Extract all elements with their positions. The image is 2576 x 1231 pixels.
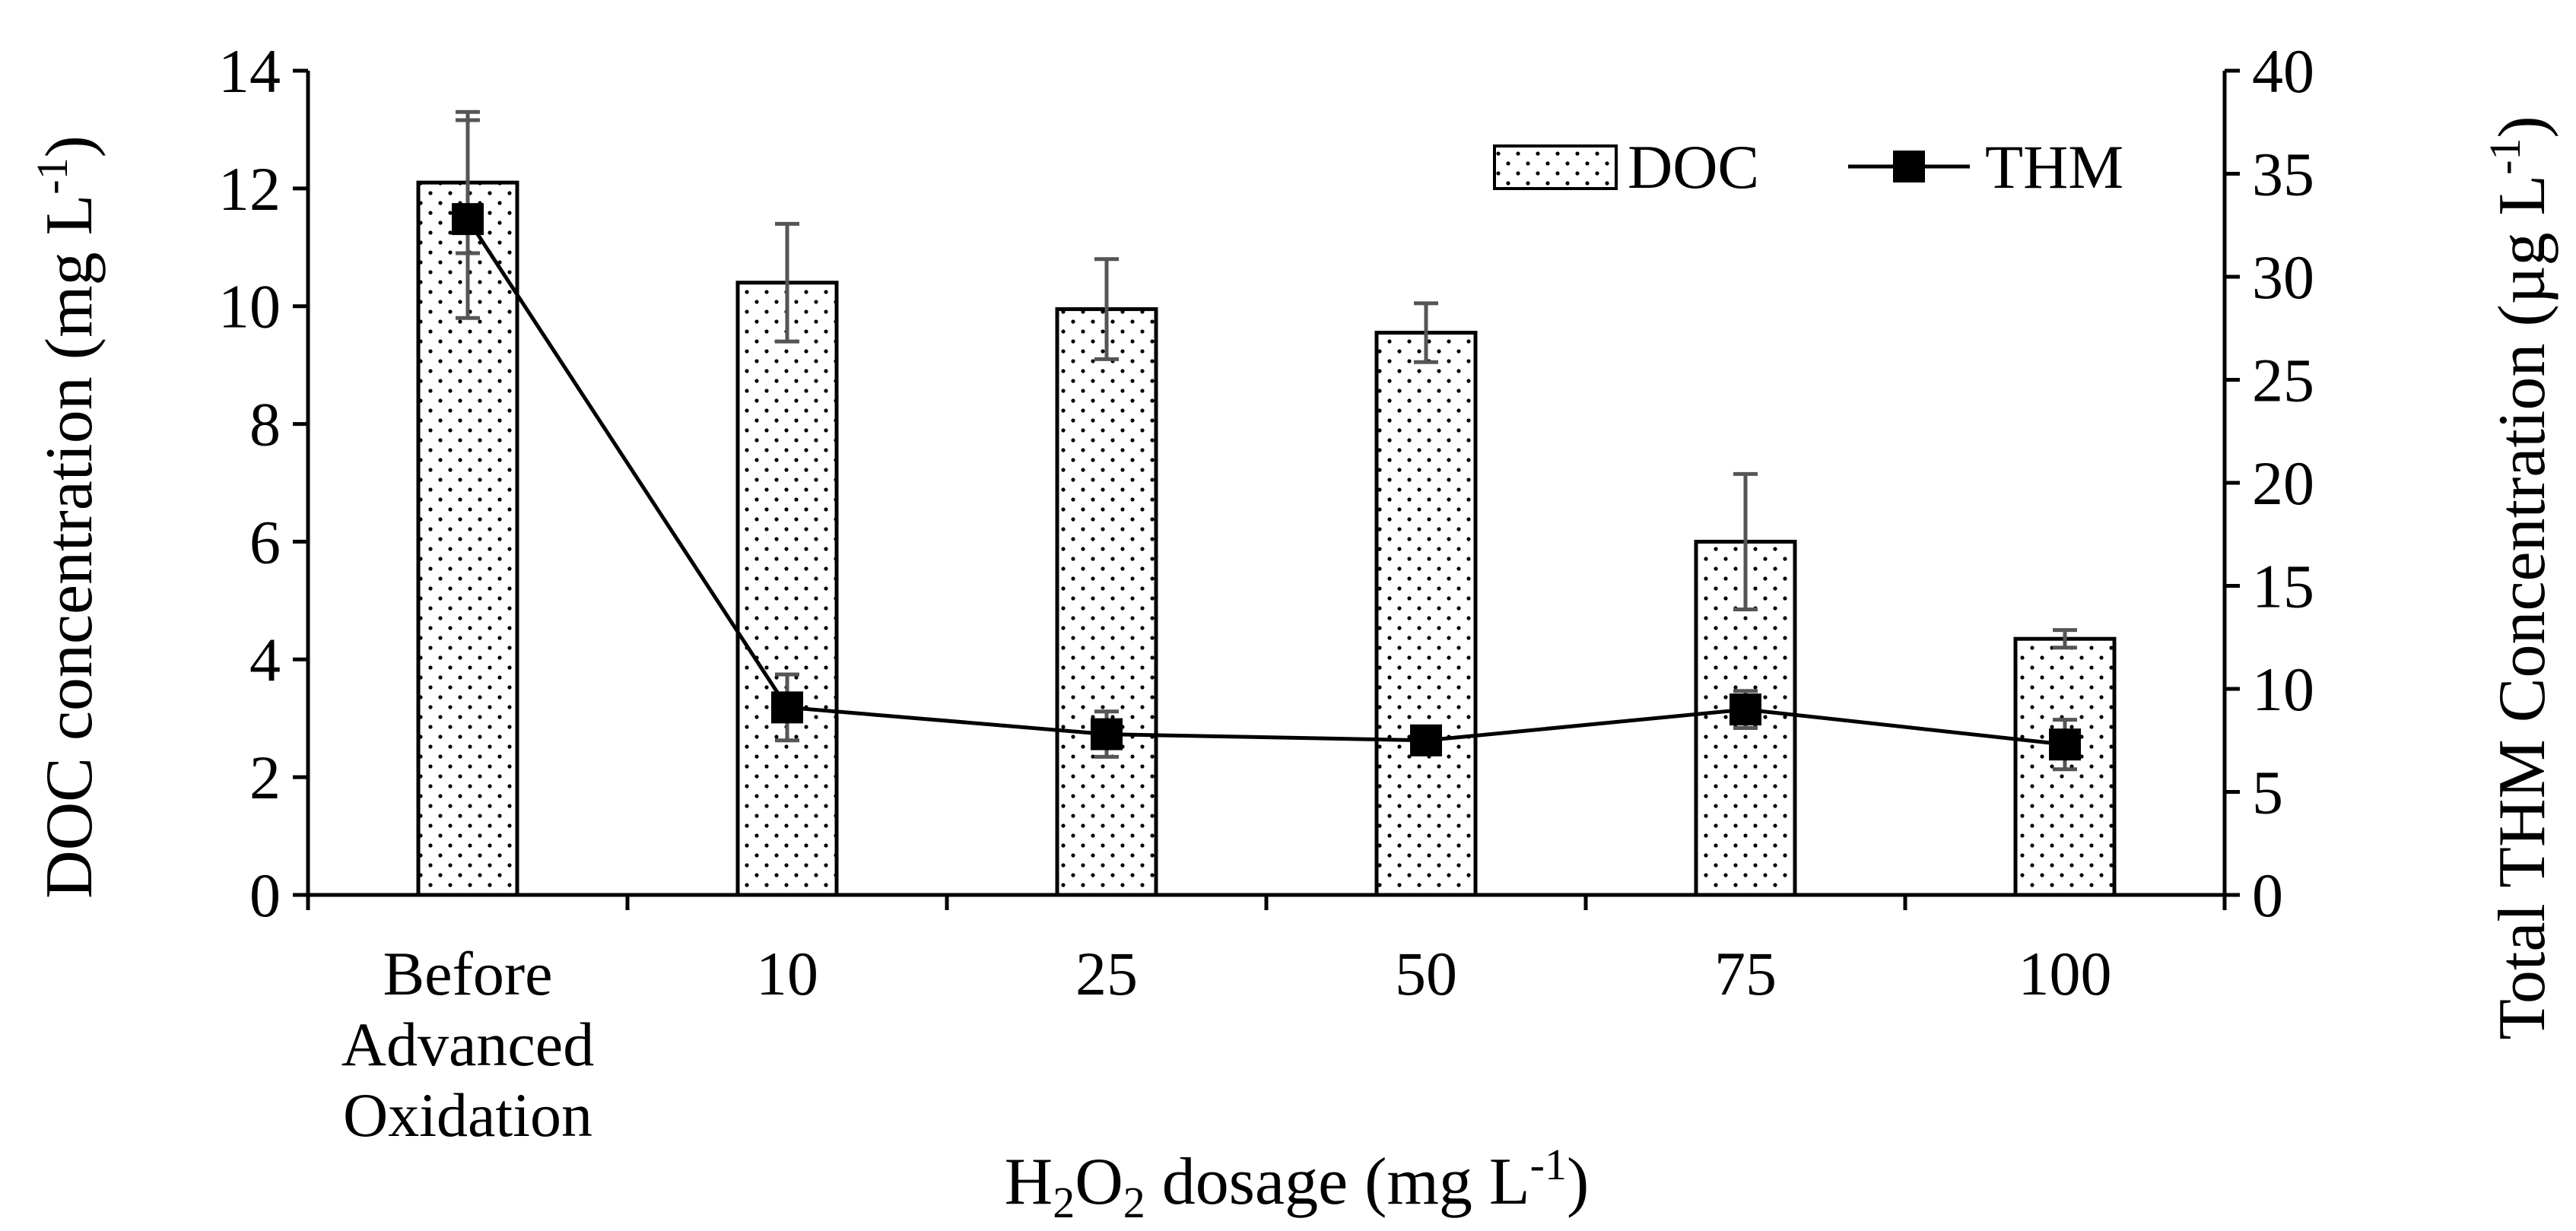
x-title-o: O [1075,1145,1123,1219]
y-right-tick-label: 5 [2252,758,2283,827]
x-tick-label-line: 100 [2019,939,2112,1008]
y-left-tick-label: 14 [218,36,281,106]
legend: DOC THM [1493,132,2123,201]
x-title-sub1: 2 [1053,1178,1075,1227]
point-thm [2049,728,2081,761]
y-left-title-text: DOC concentration (mg L [33,195,106,899]
y-right-tick-label: 25 [2252,346,2314,415]
x-tick-label-line: 10 [756,939,818,1008]
point-thm [1091,718,1123,750]
y-left-tick-label: 8 [249,390,281,459]
y-right-axis-title: Total THM Concentration (µg L-1) [2480,116,2559,1039]
x-tick-label-line: Before [383,939,552,1008]
legend-label-doc: DOC [1628,132,1759,201]
legend-swatch-doc [1493,144,1618,190]
x-tick-label: Before Advanced Oxidation [341,939,594,1150]
x-tick-label: 100 [2019,939,2112,1008]
y-left-tick-label: 10 [218,272,281,341]
y-right-tick-label: 0 [2252,861,2283,930]
y-right-tick-label: 15 [2252,552,2314,621]
x-tick-label-line: 25 [1075,939,1138,1008]
bar-doc [735,281,839,897]
x-tick-label-line: Oxidation [343,1080,592,1150]
y-right-tick-label: 40 [2252,36,2314,106]
x-tick-label: 50 [1395,939,1457,1008]
y-right-tick-label: 20 [2252,449,2314,518]
point-thm [1410,724,1442,757]
y-left-tick-label: 2 [249,743,281,812]
x-tick-label: 25 [1075,939,1138,1008]
y-right-title-text: Total THM Concentration (µg L [2485,175,2559,1040]
y-right-title-close: ) [2485,116,2559,138]
y-left-title-close: ) [33,135,106,157]
y-right-tick-label: 35 [2252,140,2314,209]
point-thm [452,203,484,236]
point-thm [1730,693,1761,726]
bar-doc [1055,307,1158,897]
x-axis-title: H2O2 dosage (mg L-1) [1005,1140,1590,1227]
y-right-tick-label: 30 [2252,243,2314,312]
x-title-sub2: 2 [1123,1178,1145,1227]
y-left-tick-label: 12 [218,154,281,224]
y-right-title-sup: -1 [2480,138,2530,175]
legend-label-thm: THM [1985,132,2123,201]
y-left-title-sup: -1 [27,157,77,194]
x-tick-label: 10 [756,939,818,1008]
y-left-tick-label: 6 [249,507,281,576]
plot-area: 0 2 4 6 8 10 12 14 0 5 10 15 20 25 30 35 40 Before Advance… [218,36,2314,1150]
line-thm [465,217,2066,747]
x-title-sup: -1 [1530,1140,1567,1189]
legend-marker-thm [1893,151,1925,182]
bar-doc [1374,331,1478,897]
y-left-axis-title: DOC concentration (mg L-1) [27,135,106,899]
x-tick-label: 75 [1714,939,1777,1008]
x-tick-label-line: 50 [1395,939,1457,1008]
x-tick-label-line: 75 [1714,939,1777,1008]
y-left-tick-label: 0 [249,861,281,930]
x-title-h: H [1005,1145,1053,1219]
x-title-close: ) [1567,1145,1589,1219]
point-thm [771,691,803,724]
x-tick-label-line: Advanced [341,1010,594,1079]
y-right-tick-label: 10 [2252,655,2314,724]
y-left-tick-label: 4 [249,625,281,694]
x-title-rest: dosage (mg L [1145,1145,1530,1219]
